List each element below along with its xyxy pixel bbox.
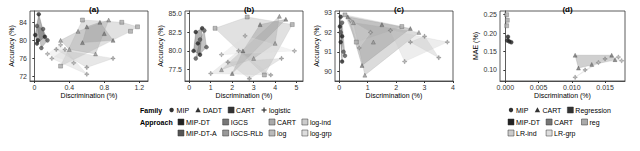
svg-text:3: 3	[252, 84, 256, 91]
svg-text:82.5: 82.5	[168, 29, 182, 36]
svg-text:(b): (b)	[244, 5, 255, 14]
svg-text:0.20: 0.20	[483, 30, 497, 37]
svg-text:Approach: Approach	[140, 119, 173, 127]
svg-text:MIP: MIP	[177, 107, 190, 114]
svg-text:80: 80	[19, 37, 27, 44]
svg-text:77.5: 77.5	[168, 66, 182, 73]
svg-text:CART: CART	[277, 119, 297, 126]
svg-text:1: 1	[366, 84, 370, 91]
svg-text:85.0: 85.0	[168, 10, 182, 17]
svg-text:logistic: logistic	[269, 107, 291, 115]
svg-text:Discrimination (%): Discrimination (%)	[366, 92, 423, 100]
svg-text:(c): (c)	[394, 5, 404, 14]
svg-text:(d): (d)	[562, 5, 573, 14]
svg-text:MIP-DT: MIP-DT	[516, 119, 541, 126]
svg-text:1: 1	[209, 84, 213, 91]
svg-text:DADT: DADT	[203, 107, 223, 114]
svg-text:CART: CART	[542, 107, 562, 114]
svg-text:3: 3	[423, 84, 427, 91]
svg-text:92: 92	[324, 29, 332, 36]
svg-text:MIP-DT: MIP-DT	[186, 119, 211, 126]
svg-text:MIP-DT-A: MIP-DT-A	[186, 130, 217, 137]
svg-text:0.4: 0.4	[64, 84, 74, 91]
svg-text:(a): (a)	[89, 5, 99, 14]
svg-text:0: 0	[187, 84, 191, 91]
svg-text:IGCS-RLb: IGCS-RLb	[231, 130, 263, 137]
svg-text:0: 0	[32, 84, 36, 91]
svg-text:MIP: MIP	[516, 107, 529, 114]
svg-text:1.2: 1.2	[134, 84, 144, 91]
svg-text:91: 91	[324, 48, 332, 55]
svg-text:84: 84	[19, 19, 27, 26]
svg-text:0.25: 0.25	[483, 11, 497, 18]
svg-text:76: 76	[19, 55, 27, 62]
svg-text:Discrimination (%): Discrimination (%)	[61, 92, 118, 100]
svg-text:IGCS: IGCS	[231, 119, 248, 126]
svg-text:0.015: 0.015	[596, 84, 614, 91]
svg-text:2: 2	[230, 84, 234, 91]
svg-text:log-ind: log-ind	[310, 119, 331, 127]
svg-text:log: log	[277, 130, 286, 138]
svg-text:Accuracy (%): Accuracy (%)	[157, 25, 165, 67]
svg-text:MAE (%): MAE (%)	[472, 32, 480, 60]
svg-text:Accuracy (%): Accuracy (%)	[313, 25, 321, 67]
svg-text:CART: CART	[236, 107, 256, 114]
svg-text:0.010: 0.010	[563, 84, 581, 91]
svg-text:reg: reg	[590, 119, 600, 127]
svg-text:90: 90	[324, 68, 332, 75]
svg-text:80.0: 80.0	[168, 47, 182, 54]
svg-text:Discrimination (%): Discrimination (%)	[216, 92, 273, 100]
svg-text:93: 93	[324, 9, 332, 16]
svg-text:4: 4	[273, 84, 277, 91]
svg-text:72: 72	[19, 73, 27, 80]
svg-text:log-grp: log-grp	[310, 130, 332, 138]
svg-text:4: 4	[451, 84, 455, 91]
svg-text:0.000: 0.000	[497, 84, 515, 91]
svg-text:LR-ind: LR-ind	[516, 130, 537, 137]
svg-text:5: 5	[295, 84, 299, 91]
svg-text:Regression: Regression	[575, 107, 611, 115]
svg-text:Accuracy (%): Accuracy (%)	[8, 25, 16, 67]
svg-text:CART: CART	[554, 119, 574, 126]
svg-text:LR-grp: LR-grp	[554, 130, 576, 138]
svg-text:0.005: 0.005	[530, 84, 548, 91]
svg-text:2: 2	[394, 84, 398, 91]
svg-text:Family: Family	[140, 107, 162, 115]
svg-text:0.15: 0.15	[483, 48, 497, 55]
svg-text:0.8: 0.8	[99, 84, 109, 91]
svg-text:0: 0	[337, 84, 341, 91]
svg-text:Discrimination (%): Discrimination (%)	[534, 92, 591, 100]
svg-text:0.10: 0.10	[483, 66, 497, 73]
